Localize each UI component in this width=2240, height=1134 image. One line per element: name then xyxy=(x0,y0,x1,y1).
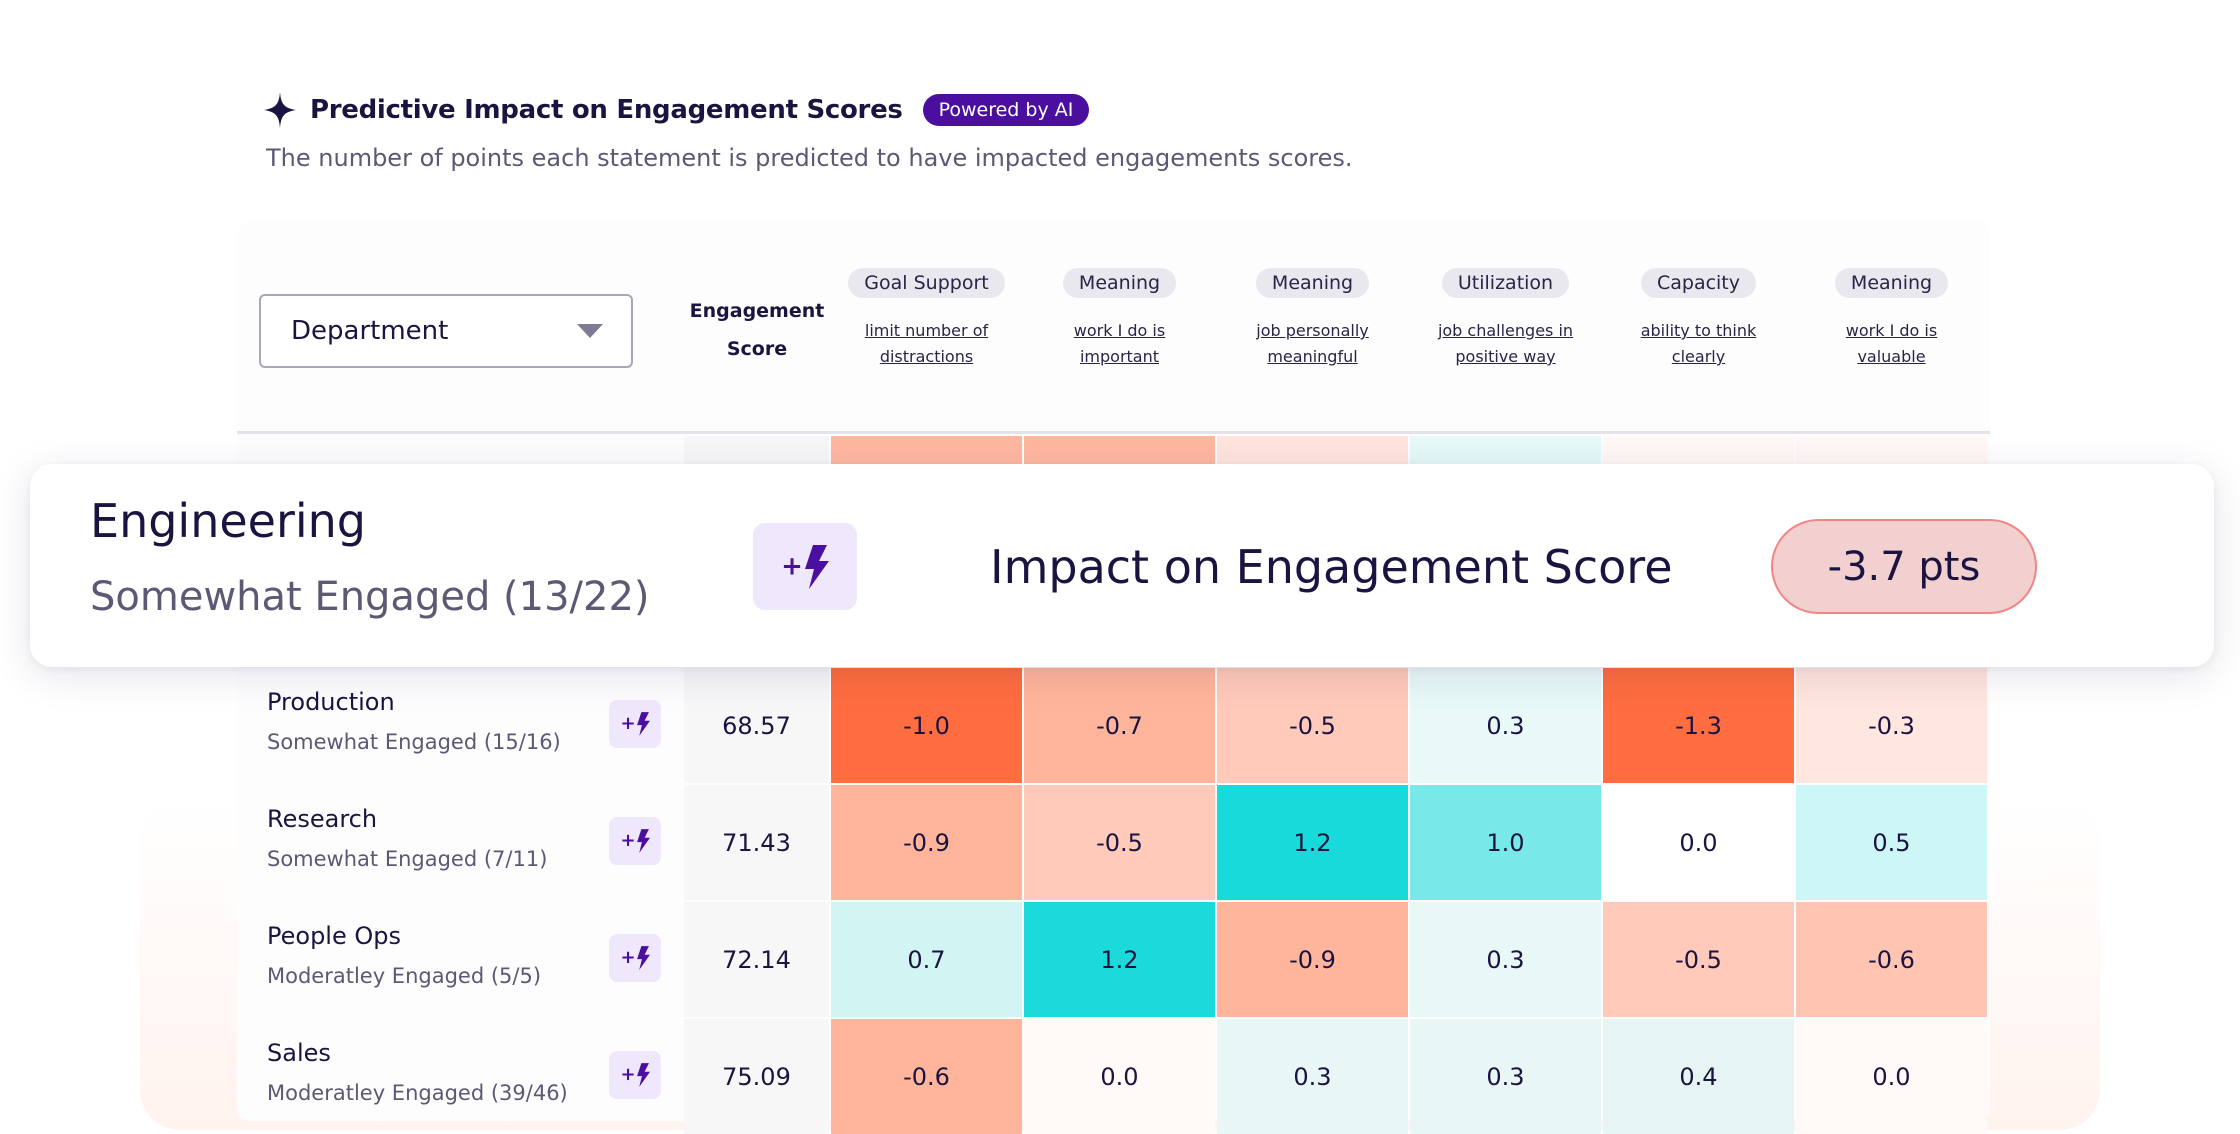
category-pill: Meaning xyxy=(1062,268,1177,298)
heatmap-cell: -0.6 xyxy=(831,1019,1022,1134)
row-department-name: Sales xyxy=(267,1039,331,1067)
score-cell: 75.09 xyxy=(684,1019,829,1134)
plus-lightning-icon: + xyxy=(620,829,650,853)
popup-engagement-status: Somewhat Engaged (13/22) xyxy=(90,574,650,620)
heatmap-cell: 0.3 xyxy=(1410,1019,1601,1134)
statement-link[interactable]: ability to think clearly xyxy=(1602,318,1795,370)
statement-line: meaningful xyxy=(1267,347,1358,366)
statement-line: clearly xyxy=(1671,347,1726,366)
column-header: Utilization job challenges in positive way xyxy=(1409,268,1602,370)
row-department-name: Research xyxy=(267,805,378,833)
heatmap-cell: -0.6 xyxy=(1796,902,1987,1017)
heatmap-cell: -0.9 xyxy=(1217,902,1408,1017)
heatmap-cell: 0.3 xyxy=(1217,1019,1408,1134)
row-engagement-status: Moderatley Engaged (39/46) xyxy=(267,1081,568,1105)
score-cell: 72.14 xyxy=(684,902,829,1017)
heatmap-cell: 0.3 xyxy=(1410,902,1601,1017)
plus-lightning-icon: + xyxy=(620,946,650,970)
category-pill: Meaning xyxy=(1834,268,1949,298)
row-engagement-status: Somewhat Engaged (7/11) xyxy=(267,847,548,871)
dropdown-value: Department xyxy=(291,316,449,346)
heatmap-cell: 1.2 xyxy=(1217,785,1408,900)
column-header: Goal Support limit number of distractions xyxy=(830,268,1023,370)
statement-line: positive way xyxy=(1455,347,1556,366)
heatmap-cell: 0.7 xyxy=(831,902,1022,1017)
statement-line: job personally xyxy=(1256,321,1369,340)
category-pill: Goal Support xyxy=(848,268,1005,298)
statement-link[interactable]: work I do is important xyxy=(1023,318,1216,370)
statement-link[interactable]: work I do is valuable xyxy=(1795,318,1988,370)
statement-line: work I do is xyxy=(1845,321,1938,340)
heatmap-cell: -0.3 xyxy=(1796,668,1987,783)
heatmap-cell: -0.5 xyxy=(1217,668,1408,783)
heatmap-cell: -0.5 xyxy=(1603,902,1794,1017)
plus-lightning-icon: + xyxy=(620,712,650,736)
heatmap-cell: 0.5 xyxy=(1796,785,1987,900)
plus-lightning-icon: + xyxy=(620,1063,650,1087)
statement-line: important xyxy=(1079,347,1160,366)
heatmap-cell: -0.7 xyxy=(1024,668,1215,783)
score-cell: 68.57 xyxy=(684,668,829,783)
heatmap-cell: 0.3 xyxy=(1410,668,1601,783)
powered-by-ai-badge: Powered by AI xyxy=(922,94,1090,126)
column-header: Meaning work I do is valuable xyxy=(1795,268,1988,370)
category-pill: Meaning xyxy=(1255,268,1370,298)
engagement-score-header: Engagement Score xyxy=(684,292,830,368)
popup-department-name: Engineering xyxy=(90,494,366,548)
plus-lightning-icon: + xyxy=(781,544,829,589)
category-pill: Capacity xyxy=(1640,268,1757,298)
heatmap-cell: -1.0 xyxy=(831,668,1022,783)
heatmap-cell: -1.3 xyxy=(1603,668,1794,783)
heatmap-cell: 0.0 xyxy=(1603,785,1794,900)
statement-line: work I do is xyxy=(1073,321,1166,340)
ai-impact-button[interactable]: + xyxy=(609,700,661,748)
statement-line: limit number of xyxy=(864,321,989,340)
statement-line: distractions xyxy=(879,347,974,366)
heatmap-cell: -0.9 xyxy=(831,785,1022,900)
section-title: Predictive Impact on Engagement Scores xyxy=(310,95,903,125)
row-engagement-status: Moderatley Engaged (5/5) xyxy=(267,964,542,988)
row-department-name: Production xyxy=(267,688,395,716)
caret-down-icon xyxy=(577,324,603,338)
ai-impact-button[interactable]: + xyxy=(609,1051,661,1099)
heatmap-cell: -0.5 xyxy=(1024,785,1215,900)
row-engagement-status: Somewhat Engaged (15/16) xyxy=(267,730,561,754)
heatmap-cell: 1.0 xyxy=(1410,785,1601,900)
statement-link[interactable]: job personally meaningful xyxy=(1216,318,1409,370)
heatmap-cell: 0.0 xyxy=(1024,1019,1215,1134)
group-by-dropdown[interactable]: Department xyxy=(259,294,633,368)
statement-line: valuable xyxy=(1857,347,1926,366)
statement-line: job challenges in xyxy=(1437,321,1574,340)
section-subtitle: The number of points each statement is p… xyxy=(266,144,1353,172)
header-divider xyxy=(237,431,1990,434)
heatmap-cell: 1.2 xyxy=(1024,902,1215,1017)
section-header: Predictive Impact on Engagement Scores P… xyxy=(264,92,1090,128)
row-detail-popup: Engineering Somewhat Engaged (13/22) + I… xyxy=(30,464,2214,667)
row-department-name: People Ops xyxy=(267,922,401,950)
category-pill: Utilization xyxy=(1441,268,1570,298)
statement-link[interactable]: job challenges in positive way xyxy=(1409,318,1602,370)
column-header: Capacity ability to think clearly xyxy=(1602,268,1795,370)
ai-impact-button[interactable]: + xyxy=(753,523,857,610)
heatmap-cell: 0.4 xyxy=(1603,1019,1794,1134)
heatmap-cell: 0.0 xyxy=(1796,1019,1987,1134)
statement-line: ability to think xyxy=(1640,321,1757,340)
score-header-line1: Engagement xyxy=(689,300,825,322)
column-header: Meaning work I do is important xyxy=(1023,268,1216,370)
score-header-line2: Score xyxy=(726,338,788,360)
popup-impact-label: Impact on Engagement Score xyxy=(990,540,1673,594)
score-cell: 71.43 xyxy=(684,785,829,900)
ai-impact-button[interactable]: + xyxy=(609,934,661,982)
popup-impact-value: -3.7 pts xyxy=(1771,519,2037,614)
column-header: Meaning job personally meaningful xyxy=(1216,268,1409,370)
statement-link[interactable]: limit number of distractions xyxy=(830,318,1023,370)
ai-impact-button[interactable]: + xyxy=(609,817,661,865)
sparkle-icon xyxy=(264,92,296,128)
